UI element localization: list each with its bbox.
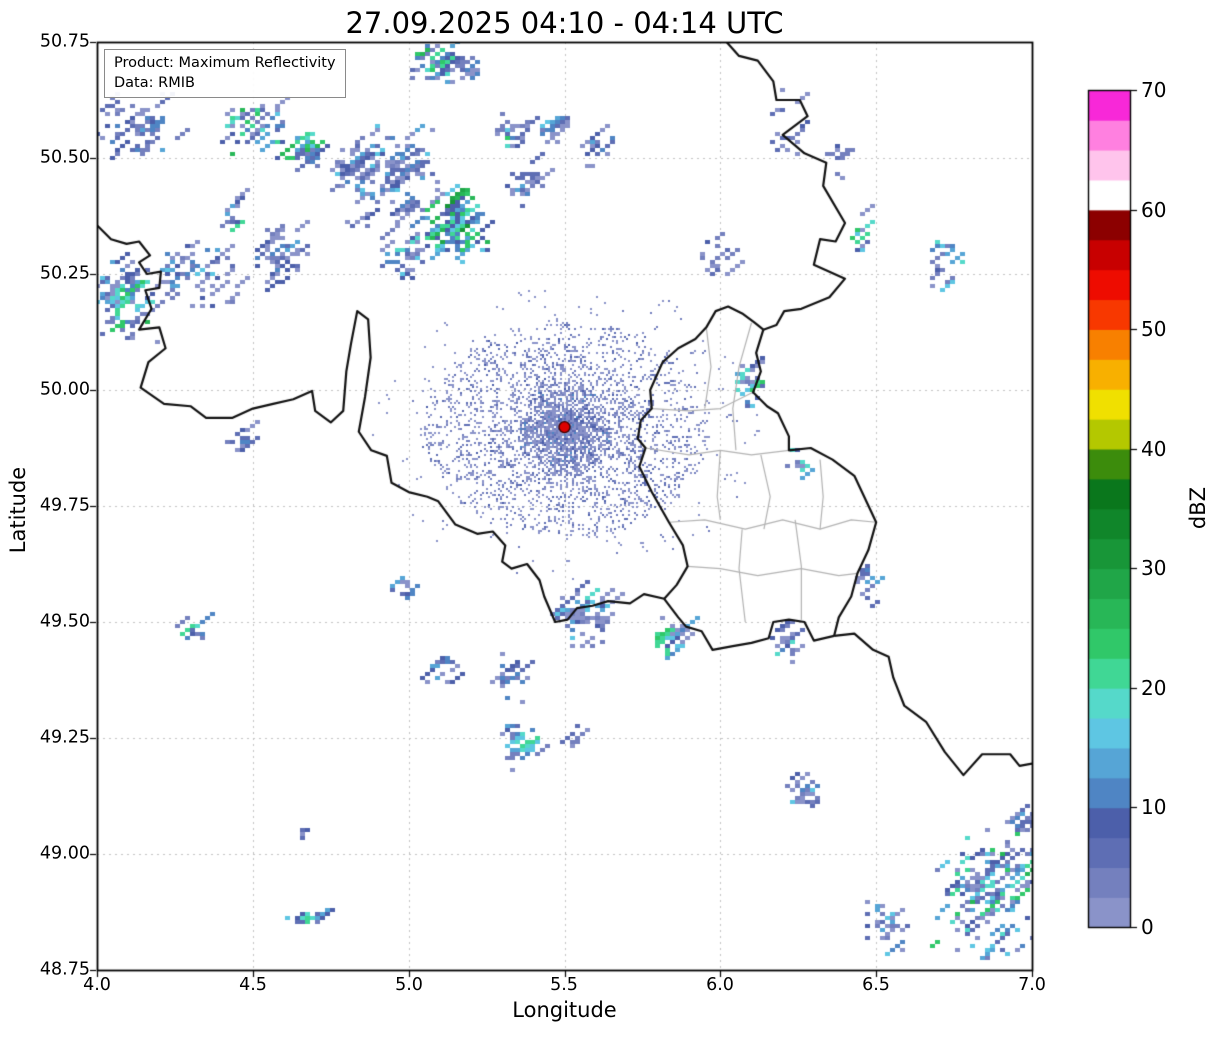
y-tick-label: 50.25 bbox=[39, 263, 90, 284]
y-tick-label: 49.50 bbox=[39, 611, 90, 632]
y-axis-label: Latitude bbox=[6, 466, 30, 554]
colorbar-tick-label: 40 bbox=[1141, 437, 1167, 461]
x-tick-label: 4.0 bbox=[83, 975, 111, 995]
x-tick-label: 6.0 bbox=[706, 975, 734, 995]
x-tick-label: 4.5 bbox=[239, 975, 267, 995]
x-tick-label: 7.0 bbox=[1018, 975, 1046, 995]
colorbar-tick-label: 10 bbox=[1141, 795, 1167, 819]
y-tick-label: 49.00 bbox=[39, 843, 90, 864]
product-info-box: Product: Maximum Reflectivity Data: RMIB bbox=[104, 49, 346, 98]
product-label: Product: Maximum Reflectivity bbox=[114, 55, 336, 71]
y-tick-label: 50.50 bbox=[39, 147, 90, 168]
colorbar-tick-label: 20 bbox=[1141, 676, 1167, 700]
data-source-label: Data: RMIB bbox=[114, 75, 195, 92]
colorbar-tick-label: 0 bbox=[1141, 915, 1154, 939]
y-tick-label: 49.25 bbox=[39, 727, 90, 748]
colorbar-tick-label: 30 bbox=[1141, 556, 1167, 580]
x-axis-label: Longitude bbox=[512, 998, 617, 1022]
x-tick-label: 6.5 bbox=[862, 975, 890, 995]
colorbar-tick-label: 60 bbox=[1141, 198, 1167, 222]
x-tick-label: 5.5 bbox=[550, 975, 578, 995]
colorbar-tick-label: 50 bbox=[1141, 317, 1167, 341]
colorbar-tick-label: 70 bbox=[1141, 78, 1167, 102]
y-tick-label: 50.75 bbox=[39, 31, 90, 52]
colorbar-unit-label: dBZ bbox=[1186, 486, 1210, 530]
x-tick-label: 5.0 bbox=[395, 975, 423, 995]
y-tick-label: 49.75 bbox=[39, 495, 90, 516]
plot-title: 27.09.2025 04:10 - 04:14 UTC bbox=[345, 6, 784, 40]
y-tick-label: 48.75 bbox=[39, 959, 90, 980]
y-tick-label: 50.00 bbox=[39, 379, 90, 400]
